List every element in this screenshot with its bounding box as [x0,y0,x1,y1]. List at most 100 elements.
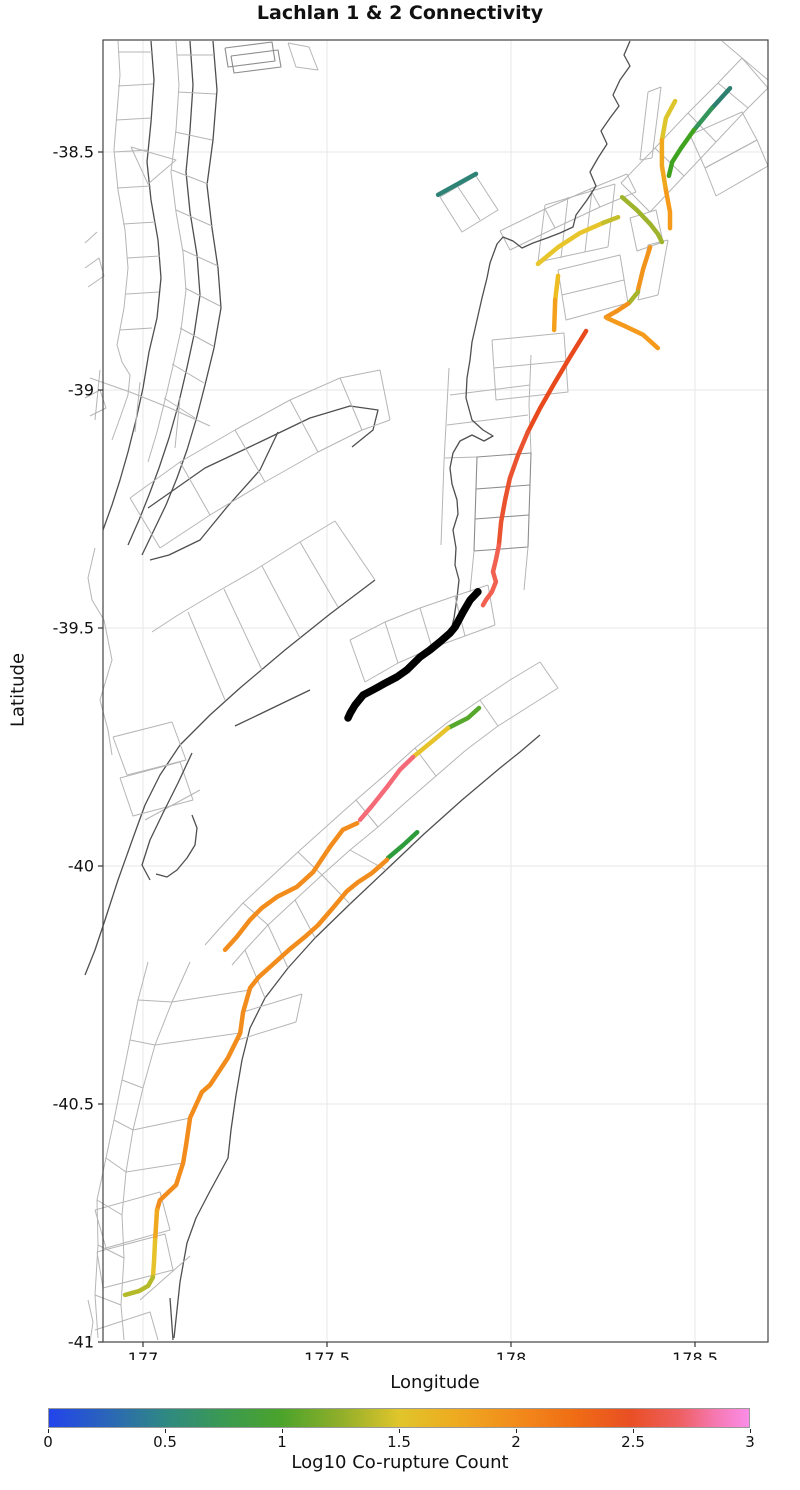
fault-section-outline [289,399,319,453]
fault-section-outline [493,360,567,369]
fault-trace-hook-yellow [535,220,606,267]
fault-section-outline [174,131,213,141]
fault-trace-east-offshore-gold [659,137,669,193]
fault-section-outline [339,377,363,431]
fault-section-outline [137,999,173,1003]
fault-section-outline [607,183,616,248]
fault-section-outline [89,377,211,427]
fault-section-outline [102,40,162,531]
fault-section-outline [134,381,141,433]
fault-section-outline [96,1199,123,1216]
fault-section-outline [119,327,153,331]
fault-trace-lower-branch-gold [152,1207,160,1243]
fault-section-outline [147,405,379,509]
fault-section-outline [560,196,569,259]
x-tick-label: 178 [496,1349,527,1360]
fault-section-outline [297,851,323,876]
fault-section-outline [174,397,181,449]
fault-section-outline [94,1294,122,1306]
fault-trace-west-orange-segment [551,297,558,333]
fault-section-outline [122,221,157,225]
colorbar-tick-label: 0.5 [153,1433,177,1451]
fault-section-outline [169,1297,174,1341]
fault-section-outline [144,789,201,821]
fault-section-outline [687,112,717,143]
fault-section-outline [637,294,659,301]
fault-section-outline [179,461,211,516]
fault-section-outline [584,189,593,253]
fault-section-outline [125,1162,184,1173]
fault-section-outline [237,1021,297,1041]
fault-section-outline [295,993,303,1023]
fault-section-outline [419,607,433,649]
fault-section-outline [171,363,205,384]
fault-section-outline [130,146,177,185]
colorbar-tick-label: 2 [511,1433,521,1451]
fault-section-outline [187,611,226,701]
y-tick-label: -39 [68,381,94,400]
fault-section-outline [444,456,478,459]
fault-section-outline [105,1157,127,1173]
fault-section-outline [721,40,769,81]
fault-section-outline [261,565,301,639]
fault-section-outline [299,541,339,608]
fault-section-outline [116,185,152,189]
fault-section-outline [231,687,559,966]
fault-section-outline [626,173,637,193]
fault-section-outline [267,924,289,969]
fault-trace-cluster-orange-se [604,315,661,351]
fault-trace-cluster-olive-link [626,289,641,306]
fault-section-outline [121,1079,144,1089]
fault-section-outline [287,42,319,71]
fault-section-outline [94,1311,159,1341]
colorbar-tick-label: 2.5 [621,1433,645,1451]
fault-section-outline [651,86,662,159]
colorbar-tick-mark [165,1429,166,1433]
fault-section-outline [141,752,193,881]
fault-section-outline [177,91,217,95]
fault-section-outline [139,1255,191,1301]
fault-section-outline [182,249,219,267]
fault-trace-offshore-teal-segment [435,171,479,198]
fault-section-outline [384,621,399,664]
fault-section-outline [244,949,266,999]
fault-trace-lower-branch-green [385,829,420,861]
fault-section-outline [647,239,669,246]
fault-section-outline [132,1117,191,1131]
fault-section-outline [113,1119,134,1131]
fault-trace-lower-branch-yellow [150,1237,158,1280]
fault-section-outline [117,83,154,87]
fault-section-outline [149,431,279,561]
fault-trace-main-red-mid [496,429,531,548]
fault-section-outline [349,639,366,683]
fault-section-outline [446,414,529,426]
fault-trace-west-gold-segment [552,273,561,303]
fault-section-outline [111,40,131,441]
colorbar-tick-label: 0 [43,1433,53,1451]
fault-section-outline [119,761,194,817]
fault-section-outline [487,584,496,626]
fault-trace-upper-branch-orange [222,820,360,953]
fault-section-outline [499,230,511,251]
fault-section-outline [84,579,376,976]
colorbar-area: Log10 Co-rupture Count 0 0.5 1 1.5 2 2.5 3 [0,1400,800,1490]
fault-section-outline [449,40,631,635]
fault-section-outline [129,369,381,499]
fault-section-outline [84,257,105,288]
fault-trace-cluster-orange-upper [635,244,653,293]
colorbar-tick-mark [750,1429,751,1433]
fault-trace-cluster-olive [619,194,665,245]
colorbar-tick-mark [633,1429,634,1433]
fault-trace-east-offshore-yellow [659,98,678,143]
colorbar-tick-label: 3 [745,1433,755,1451]
fault-trace-ne-coastal-teal [709,85,733,111]
fault-section-outline [87,1299,94,1343]
fault-trace-main-red-upper [525,328,589,435]
y-tick-label: -41 [68,1333,94,1352]
fault-section-outline [537,246,609,263]
fault-section-outline [120,961,191,1341]
x-tick-label: 177 [128,1349,159,1360]
colorbar-tick-label: 1 [277,1433,287,1451]
fault-section-outline [234,689,311,727]
